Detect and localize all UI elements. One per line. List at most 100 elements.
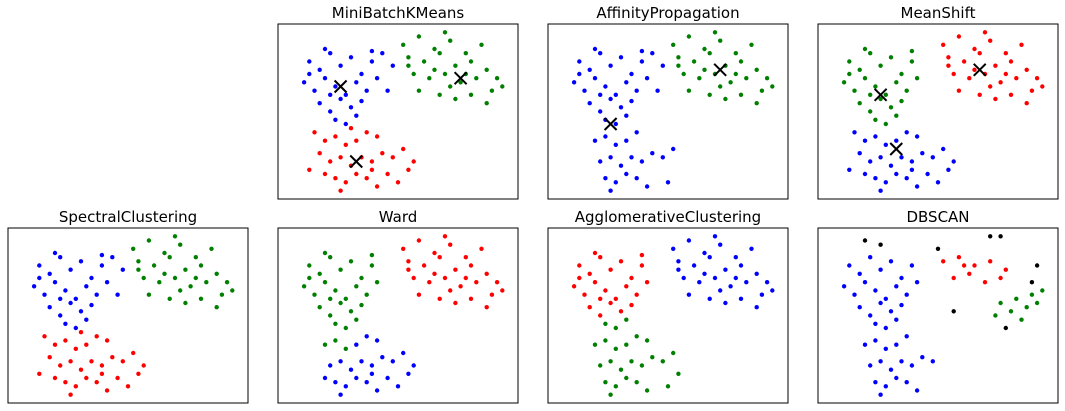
data-point [317,305,322,310]
data-point [437,51,442,56]
data-point [89,359,94,364]
data-point [935,246,941,251]
data-point [322,46,328,52]
data-point [94,292,99,297]
data-point [909,59,915,64]
data-point [914,134,920,139]
data-point [328,51,333,56]
data-point [421,263,427,268]
data-point [738,59,744,64]
data-point [894,138,899,143]
data-point [1019,317,1024,322]
panel-title: AffinityPropagation [596,4,739,22]
data-point [883,346,888,351]
data-point [489,88,495,93]
data-point [993,96,998,102]
data-point [754,271,759,276]
data-point [348,309,354,314]
data-point [52,375,58,381]
data-point [754,101,759,106]
data-point [89,302,94,308]
data-point [603,84,608,89]
data-point [650,355,655,360]
data-point [587,305,592,310]
data-point [141,363,146,368]
data-point [312,292,317,297]
scatter-panel: AffinityPropagation [547,4,789,200]
data-point [644,388,650,393]
data-point [681,71,686,77]
data-point [500,288,505,293]
data-point [172,234,178,239]
data-point [624,317,629,322]
data-point [31,284,37,289]
data-point [951,275,956,281]
data-point [136,267,141,272]
data-point [354,284,359,289]
data-point [214,305,219,310]
data-point [1014,296,1019,301]
data-point [68,267,73,272]
data-point [359,359,364,364]
data-point [712,30,718,35]
data-point [136,371,141,376]
data-point [624,284,629,289]
data-point [1024,101,1029,106]
data-point [99,263,105,268]
data-point [598,159,603,164]
data-point [104,338,110,343]
data-point [385,88,390,93]
data-point [458,284,463,289]
data-point [909,159,915,164]
data-point [873,84,878,89]
scatter-panel: MiniBatchKMeans [277,4,519,200]
data-point [723,96,728,102]
data-point [369,363,375,368]
data-point [862,46,868,52]
data-point [618,259,624,264]
data-point [343,180,348,185]
data-point [946,167,951,172]
data-point [432,250,437,256]
data-point [104,388,110,393]
data-point [500,84,505,89]
data-point [634,88,639,93]
data-point [629,275,634,281]
data-point [385,171,390,177]
data-point [94,334,99,339]
data-point [624,138,629,143]
data-point [354,317,359,322]
data-point [157,280,162,285]
data-point [878,359,883,364]
data-point [183,300,188,306]
data-point [733,71,738,77]
data-point [878,242,883,247]
data-point [380,355,385,360]
data-point [338,359,343,364]
data-point [348,105,354,110]
data-point [338,96,343,102]
data-point [972,263,977,268]
data-point [998,275,1003,281]
data-point [920,151,925,156]
data-point [343,121,348,127]
data-point [58,255,63,260]
data-point [644,76,650,81]
data-point [603,380,608,385]
data-point [733,275,738,281]
data-point [333,288,338,293]
data-point [862,280,868,285]
data-point [78,330,84,335]
data-point [624,342,629,347]
data-point [988,84,993,89]
data-point [442,71,448,77]
data-point [862,138,868,143]
data-point [697,76,702,81]
data-point [115,292,120,297]
data-point [338,392,343,397]
data-point [873,176,878,181]
data-point [909,167,915,172]
data-point [369,48,375,54]
data-point [862,171,868,177]
data-point [770,288,775,293]
